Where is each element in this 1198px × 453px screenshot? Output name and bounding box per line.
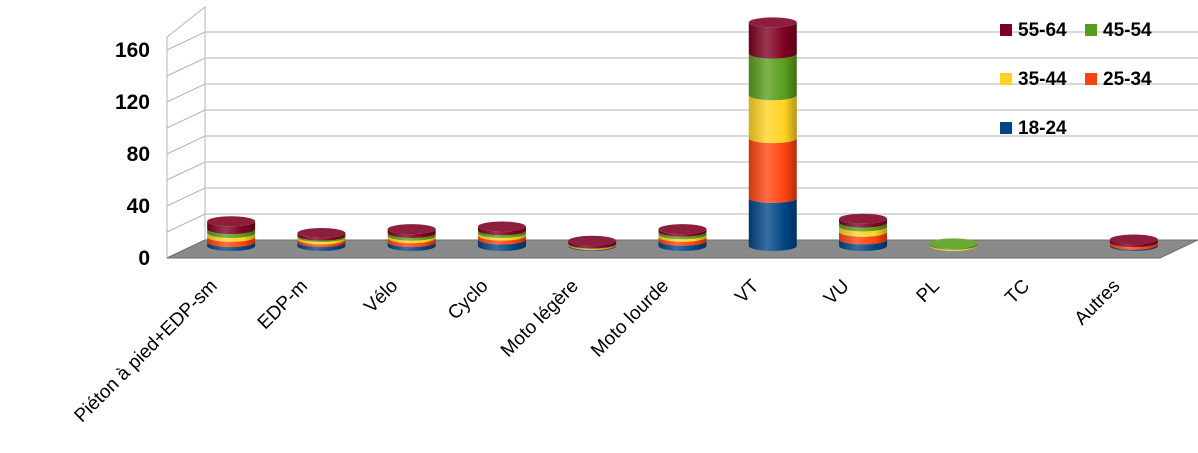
legend-label: 25-34	[1103, 69, 1152, 90]
bar-segment	[839, 222, 888, 232]
bar-segment	[568, 240, 617, 249]
bar-segment	[658, 234, 707, 242]
bar-segment	[929, 243, 978, 250]
legend-swatch	[1000, 24, 1012, 36]
legend-swatch	[1085, 24, 1097, 36]
bar-segment	[297, 239, 346, 248]
bar-segment	[658, 229, 707, 237]
bar-segment	[748, 22, 797, 59]
legend-item: 25-34	[1085, 69, 1152, 90]
gridline	[166, 135, 1198, 155]
bar-segment	[839, 239, 888, 251]
gridline	[166, 31, 1198, 51]
bar-segment	[929, 244, 978, 251]
bar-segment	[477, 235, 526, 245]
bar-segment	[748, 95, 797, 144]
x-tick-label: Autres	[1071, 276, 1125, 330]
bar-segment	[1109, 239, 1158, 248]
legend-label: 45-54	[1103, 20, 1152, 41]
legend-swatch	[1000, 73, 1012, 85]
bar-segment	[387, 242, 436, 251]
bar-top	[929, 238, 978, 249]
bar-segment	[207, 229, 256, 239]
x-tick-label: Moto lourde	[587, 276, 673, 362]
x-tick-label: Piéton à pied+EDP-sm	[71, 276, 222, 427]
side-wall	[166, 5, 206, 259]
y-tick-label: 160	[115, 39, 150, 62]
bar-top	[839, 213, 888, 224]
bar-segment	[748, 197, 797, 251]
bar-top	[387, 224, 436, 235]
bar-segment	[1109, 242, 1158, 250]
bar-segment	[1109, 244, 1158, 251]
bar-segment	[297, 242, 346, 251]
bar-segment	[387, 233, 436, 241]
bar-top	[568, 235, 617, 246]
y-tick-label: 120	[115, 91, 150, 114]
x-tick-label: TC	[1001, 276, 1034, 309]
bar-segment	[477, 226, 526, 236]
bar-segment	[748, 138, 797, 203]
legend-label: 18-24	[1018, 118, 1067, 139]
bar-top	[1109, 234, 1158, 245]
legend-item: 45-54	[1085, 20, 1152, 41]
bar-segment	[839, 226, 888, 237]
y-tick-label: 0	[138, 247, 150, 270]
legend-item: 18-24	[1000, 118, 1067, 139]
bar-segment	[207, 233, 256, 242]
legend-item: 55-64	[1000, 20, 1067, 41]
gridline	[166, 83, 1198, 103]
y-tick-label: 80	[127, 143, 150, 166]
bar-segment	[839, 231, 888, 245]
bar-segment	[207, 236, 256, 248]
x-tick-label: PL	[913, 276, 944, 307]
bar-segment	[477, 233, 526, 241]
bar-top	[658, 224, 707, 235]
x-axis: Piéton à pied+EDP-sm EDP-m Vélo Cyclo Moto l…	[71, 275, 1125, 426]
gridline	[166, 109, 1198, 129]
bar-segment	[297, 233, 346, 241]
legend-label: 55-64	[1018, 20, 1067, 41]
bar-segment	[297, 236, 346, 245]
bar-top	[207, 216, 256, 227]
x-tick-label: VT	[731, 275, 763, 307]
legend-item: 35-44	[1000, 69, 1067, 90]
bar-segment	[839, 218, 888, 228]
bars	[207, 17, 1158, 251]
x-tick-label: Moto légère	[497, 276, 583, 362]
bar-top	[477, 221, 526, 232]
x-tick-label: Cyclo	[444, 276, 492, 324]
bar-segment	[658, 236, 707, 246]
legend-swatch	[1000, 122, 1012, 134]
bar-segment	[207, 242, 256, 251]
legend-swatch	[1085, 73, 1097, 85]
bar-segment	[477, 239, 526, 251]
bar-segment	[207, 221, 256, 235]
y-axis: 0 40 80 120 160	[115, 39, 150, 270]
bar-segment	[297, 235, 346, 242]
bar-segment	[658, 240, 707, 251]
x-tick-label: EDP-m	[254, 276, 312, 334]
y-tick-label: 40	[127, 195, 150, 218]
gridline	[166, 187, 1198, 207]
bar-segment	[387, 229, 436, 239]
gridline	[166, 161, 1198, 181]
legend: 55-64 45-54 35-44 25-34 18-24	[1000, 20, 1152, 139]
legend-label: 35-44	[1018, 69, 1067, 90]
bar-segment	[658, 231, 707, 240]
bar-top	[748, 17, 797, 28]
x-tick-label: Vélo	[360, 276, 402, 318]
gridline	[166, 57, 1198, 77]
bar-segment	[387, 238, 436, 248]
bar-top	[297, 228, 346, 238]
x-tick-label: VU	[820, 276, 854, 310]
bar-segment	[387, 235, 436, 244]
bar-segment	[477, 230, 526, 238]
bar-segment	[748, 53, 797, 101]
